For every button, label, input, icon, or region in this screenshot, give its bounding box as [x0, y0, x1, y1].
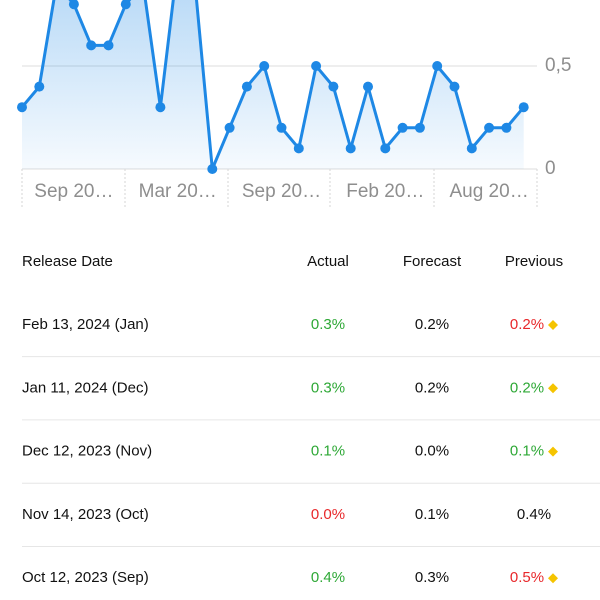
point [484, 122, 495, 133]
point [34, 81, 45, 92]
point [345, 143, 356, 154]
table-cell: 0.2% [415, 379, 449, 396]
point [293, 143, 304, 154]
table-cell: 0.3% [415, 569, 449, 586]
point [103, 40, 114, 51]
table-cell: 0.2% [510, 379, 544, 396]
revised-icon [548, 573, 558, 584]
table-cell: 0.3% [311, 316, 345, 333]
point [501, 122, 512, 133]
revised-icon [548, 320, 558, 330]
table-cell: Dec 12, 2023 (Nov) [22, 443, 152, 460]
table-cell: Nov 14, 2023 (Oct) [22, 506, 149, 523]
area [22, 0, 524, 169]
plot-area [17, 0, 529, 174]
table-cell: 0.5% [510, 569, 544, 586]
point [276, 122, 287, 133]
point [518, 102, 529, 113]
y-tick-label: 0 [545, 158, 556, 179]
point [259, 61, 270, 71]
table-cell: Feb 13, 2024 (Jan) [22, 316, 149, 333]
point [224, 122, 235, 133]
table-cell: Oct 12, 2023 (Sep) [22, 569, 149, 586]
table-cell: 0.1% [510, 443, 544, 460]
point [155, 102, 166, 113]
y-tick-label: 0,5 [545, 55, 571, 76]
point [432, 61, 443, 71]
point [207, 164, 218, 174]
x-tick-label: Sep 20… [34, 181, 113, 202]
point [466, 143, 477, 154]
table-cell: 0.3% [311, 379, 345, 396]
point [363, 81, 373, 92]
table-cell: 0.1% [415, 506, 449, 523]
table-cell: 0.0% [311, 506, 345, 523]
table-cell: 0.4% [311, 569, 345, 586]
point [86, 40, 97, 51]
point [17, 102, 27, 113]
point [68, 0, 79, 10]
point [414, 122, 425, 133]
table-cell: 0.4% [517, 506, 551, 523]
table-cell: 0.2% [415, 316, 449, 333]
point [311, 61, 322, 71]
revised-icon [548, 383, 558, 394]
table-cell: 0.1% [311, 443, 345, 460]
point [241, 81, 252, 92]
point [397, 122, 408, 133]
revised-icon [548, 446, 558, 457]
x-tick-label: Mar 20… [139, 181, 217, 202]
column-header: Forecast [403, 253, 462, 270]
table-cell: Jan 11, 2024 (Dec) [22, 379, 148, 396]
column-header: Actual [307, 253, 349, 270]
column-header: Release Date [22, 253, 113, 270]
table-cell: 0.2% [510, 316, 544, 333]
column-header: Previous [505, 253, 563, 270]
x-tick-label: Sep 20… [242, 181, 321, 202]
table-cell: 0.0% [415, 443, 449, 460]
point [328, 81, 339, 92]
dividers [21, 169, 538, 208]
point [380, 143, 391, 154]
x-tick-label: Aug 20… [449, 181, 528, 202]
point [120, 0, 131, 10]
point [449, 81, 460, 92]
x-tick-label: Feb 20… [346, 181, 424, 202]
